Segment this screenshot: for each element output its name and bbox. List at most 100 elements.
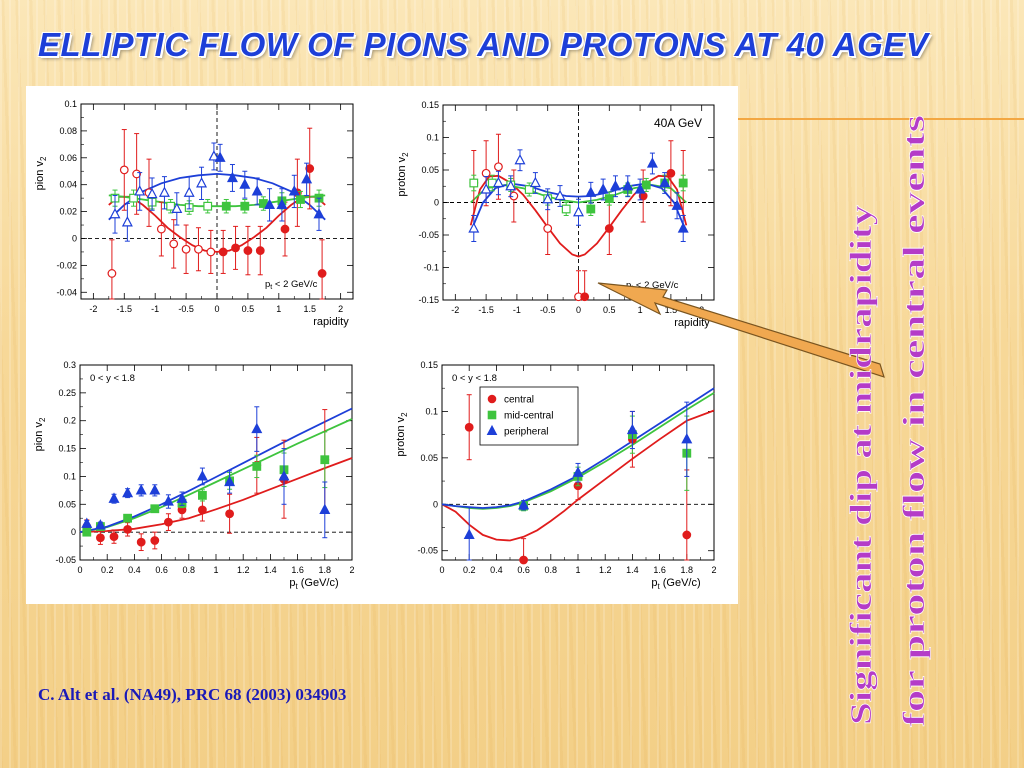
data-point-central <box>481 168 491 178</box>
y-axis-label-sub: 2 <box>38 417 47 422</box>
y-tick-label: -0.1 <box>423 263 439 273</box>
x-tick-label: -2 <box>451 305 459 315</box>
y-tick-label: 0.1 <box>426 133 439 143</box>
citation: C. Alt et al. (NA49), PRC 68 (2003) 0349… <box>38 685 347 704</box>
x-tick-label: 0.5 <box>242 304 255 314</box>
data-point-peripheral <box>659 176 671 188</box>
data-point-peripheral <box>276 198 288 209</box>
data-point-mid-central <box>469 178 479 188</box>
data-point-mid-central <box>150 504 160 514</box>
x-tick-label: 1.2 <box>599 565 612 575</box>
x-tick-label: 1 <box>638 305 643 315</box>
energy-label: 40A GeV <box>654 116 702 130</box>
data-point-mid-central <box>203 201 213 211</box>
annotation-line-1: Significant dip at midrapidity <box>843 204 878 725</box>
data-point-central <box>181 244 191 254</box>
data-point-peripheral <box>134 185 146 196</box>
y-tick-label: 0 <box>433 499 438 509</box>
data-point-mid-central <box>641 180 651 190</box>
y-tick-label: -0.05 <box>55 555 76 565</box>
data-point-peripheral <box>301 173 313 184</box>
y-tick-label: -0.15 <box>418 295 439 305</box>
y-tick-label: 0.02 <box>59 207 77 217</box>
x-tick-label: 0.6 <box>517 565 530 575</box>
y-tick-label: -0.05 <box>418 230 439 240</box>
data-point-mid-central <box>561 204 571 214</box>
data-point-peripheral <box>121 216 133 227</box>
figure-svg: -2 -1.5 -1 -0.5 0 0.5 1 1.5 2 -0.04 -0.02 0 0.02 0.04… <box>33 99 717 591</box>
data-point-peripheral <box>226 171 238 183</box>
data-point-peripheral <box>319 503 331 514</box>
data-point-peripheral <box>597 183 609 194</box>
data-point-central <box>218 247 228 257</box>
data-point-peripheral <box>514 153 526 165</box>
y-axis-label-sub: 2 <box>39 156 48 161</box>
data-point-peripheral <box>94 519 106 530</box>
data-point-mid-central <box>252 462 262 471</box>
data-point-peripheral <box>585 186 597 197</box>
data-point-mid-central <box>240 201 250 211</box>
data-point-peripheral <box>196 177 208 188</box>
y-tick-label: -0.04 <box>56 287 77 297</box>
data-point-peripheral <box>573 205 584 217</box>
data-point-peripheral <box>572 466 584 477</box>
data-point-peripheral <box>622 179 634 191</box>
legend-label-central: central <box>504 395 534 406</box>
x-tick-label: -2 <box>89 304 97 314</box>
data-point-peripheral <box>313 207 325 219</box>
data-point-peripheral <box>251 422 263 434</box>
x-tick-label: 0 <box>214 304 219 314</box>
data-point-mid-central <box>123 513 133 523</box>
chart-pion_rap: -2 -1.5 -1 -0.5 0 0.5 1 1.5 2 -0.04 -0.02 0 0.02 0.04… <box>34 99 354 328</box>
y-tick-label: 0.1 <box>64 99 77 109</box>
data-point-central <box>604 224 614 233</box>
data-point-central <box>194 244 203 254</box>
x-axis-label: pt (GeV/c) <box>289 577 338 591</box>
x-tick-label: 2 <box>699 305 704 315</box>
panel-annotation-rest: < 2 GeV/c <box>272 279 317 290</box>
y-tick-label: 0.1 <box>63 471 76 481</box>
panel-annotation-main: p <box>265 279 270 290</box>
data-point-central <box>107 269 117 278</box>
data-point-mid-central <box>166 201 176 211</box>
panel-annotation-main: 0 < y < 1.8 <box>452 373 497 384</box>
y-axis-label-main: proton v <box>395 416 407 456</box>
data-point-peripheral <box>634 183 646 194</box>
y-axis-label: pion v2 <box>33 417 47 451</box>
x-tick-label: 1 <box>575 565 580 575</box>
data-point-central <box>231 243 240 253</box>
data-point-peripheral <box>492 176 504 188</box>
y-axis-label-sub: 2 <box>401 152 410 157</box>
data-point-peripheral <box>108 492 120 503</box>
data-point-mid-central <box>221 201 231 211</box>
data-point-peripheral <box>251 185 263 196</box>
data-point-peripheral <box>671 199 683 210</box>
x-tick-label: 1.4 <box>264 565 277 575</box>
y-axis-label: proton v2 <box>395 412 409 457</box>
x-tick-label: 0.8 <box>545 565 558 575</box>
panel-annotation: pt < 2 GeV/c <box>265 279 318 291</box>
fit-curve-central <box>441 409 715 542</box>
x-axis-label: pt (GeV/c) <box>651 577 700 591</box>
x-tick-label: 1.6 <box>291 565 304 575</box>
x-tick-label: 1 <box>213 565 218 575</box>
x-tick-label: 1.8 <box>319 565 332 575</box>
data-point-mid-central <box>198 490 207 500</box>
data-point-peripheral <box>239 178 251 189</box>
x-tick-label: 1.8 <box>681 565 694 575</box>
x-tick-label: -1.5 <box>117 304 133 314</box>
y-tick-label: 0.05 <box>58 499 76 509</box>
data-point-central <box>206 247 216 257</box>
data-point-peripheral <box>463 528 475 540</box>
x-tick-label: 2 <box>338 304 343 314</box>
y-tick-label: 0.2 <box>63 416 76 426</box>
x-tick-label: 0.2 <box>101 565 114 575</box>
data-point-peripheral <box>626 423 638 435</box>
data-point-central <box>494 162 503 172</box>
data-point-peripheral <box>208 150 220 161</box>
data-point-central <box>197 505 207 515</box>
data-point-central <box>464 422 474 432</box>
x-axis-label-rest: (GeV/c) <box>298 577 339 589</box>
x-tick-label: 2 <box>711 565 716 575</box>
data-point-central <box>150 536 160 545</box>
